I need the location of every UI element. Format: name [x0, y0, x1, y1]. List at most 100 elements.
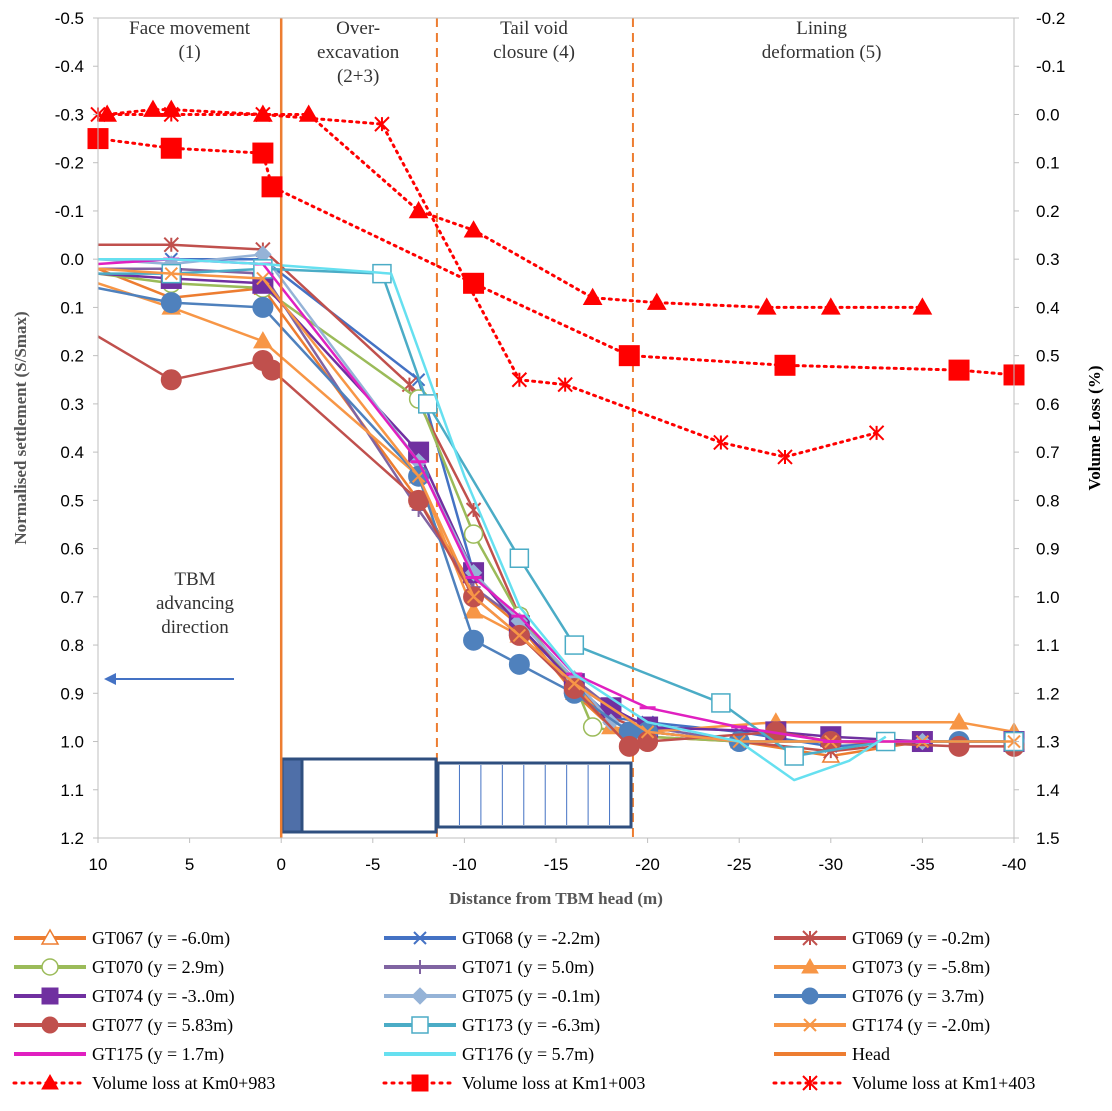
legend: GT067 (y = -6.0m) GT068 (y = -2.2m) GT069 …: [10, 922, 1105, 1107]
x-tick-label: -25: [727, 855, 752, 874]
series-marker: [261, 359, 283, 381]
series-marker: [466, 590, 481, 604]
stage-label-line: Face movement: [129, 18, 251, 39]
series-marker: [163, 106, 179, 123]
series-marker: [163, 236, 179, 253]
series-marker: [41, 1016, 59, 1034]
series-marker: [256, 271, 270, 286]
legend-item: GT076 (y = 3.7m): [770, 982, 984, 1010]
legend-swatch: [382, 1074, 458, 1092]
legend-label: GT173 (y = -6.3m): [462, 1014, 601, 1035]
legend-label: GT175 (y = 1.7m): [92, 1043, 225, 1064]
y2-tick-label: 0.4: [1036, 298, 1060, 317]
y-tick-label: 0.9: [60, 684, 84, 703]
series-marker: [164, 266, 178, 281]
legend-label: GT067 (y = -6.0m): [92, 927, 231, 948]
y-tick-label: 0.6: [60, 540, 84, 559]
series-marker: [802, 1075, 818, 1091]
series-marker: [252, 296, 274, 318]
stage-label-line: (1): [179, 42, 201, 63]
series-marker: [801, 987, 819, 1005]
legend-swatch: [384, 960, 456, 974]
series-marker: [564, 635, 585, 655]
series-marker: [41, 958, 59, 976]
series-marker: [784, 746, 804, 766]
legend-label: GT068 (y = -2.2m): [462, 927, 601, 948]
y2-tick-label: 0.8: [1036, 491, 1060, 510]
legend-swatch: [12, 1073, 88, 1090]
y2-tick-label: 1.3: [1036, 733, 1060, 752]
y-tick-label: -0.2: [55, 154, 84, 173]
series-marker: [582, 287, 603, 306]
labels: Distance from TBM head (m) Normalised set…: [11, 18, 1104, 908]
series-gt067: [97, 267, 1024, 763]
legend-item: GT175 (y = 1.7m): [10, 1040, 224, 1068]
legend-label: Volume loss at Km1+403: [852, 1072, 1036, 1093]
stage-label-line: Over-: [336, 18, 380, 39]
legend-item: GT071 (y = 5.0m): [380, 953, 594, 981]
legend-item: GT073 (y = -5.8m): [770, 953, 990, 981]
legend-swatch: [384, 1052, 456, 1056]
series-marker: [413, 960, 427, 974]
series-marker: [948, 735, 970, 757]
series-marker: [756, 297, 777, 315]
series-marker: [261, 176, 283, 198]
legend-label: GT076 (y = 3.7m): [852, 985, 985, 1006]
series-line: [98, 243, 1014, 753]
tbm-backup: [436, 761, 633, 829]
series-marker: [463, 629, 485, 651]
series-marker: [949, 712, 969, 730]
x-tick-label: 10: [89, 855, 108, 874]
legend-swatch: [774, 987, 846, 1005]
y-tick-label: -0.1: [55, 202, 84, 221]
y2-tick-label: 0.0: [1036, 105, 1060, 124]
y-tick-label: 1.2: [60, 829, 84, 848]
tbm-direction-label: TBM advancing direction: [156, 569, 235, 638]
legend-item: GT069 (y = -0.2m): [770, 924, 990, 952]
stage-label: Lining deformation (5): [762, 18, 882, 63]
series-gt068: [98, 252, 1021, 754]
legend-item: Head: [770, 1040, 890, 1068]
stage-label: Over-excavation (2+3): [317, 18, 400, 87]
y2-tick-label: 1.0: [1036, 588, 1060, 607]
stage-label-line: (2+3): [337, 66, 379, 87]
series-marker: [160, 369, 182, 391]
y-axis-title: Normalised settlement (S/Smax): [11, 311, 30, 544]
tbm-schematic: [280, 757, 633, 834]
x-tick-label: -5: [365, 855, 380, 874]
y-tick-label: 0.7: [60, 588, 84, 607]
y2-tick-label: 0.9: [1036, 540, 1060, 559]
series-marker: [637, 731, 659, 753]
y2-tick-label: 0.2: [1036, 202, 1060, 221]
y-tick-label: 0.1: [60, 298, 84, 317]
y2-tick-label: 0.7: [1036, 443, 1060, 462]
tbm-direction-line: direction: [161, 617, 229, 638]
legend-swatch: [774, 957, 846, 974]
legend-label: GT073 (y = -5.8m): [852, 956, 991, 977]
series-marker: [253, 331, 273, 349]
y-tick-label: 0.0: [60, 250, 84, 269]
series-marker: [912, 297, 933, 315]
x-tick-label: -15: [544, 855, 569, 874]
legend-item: GT067 (y = -6.0m): [10, 924, 230, 952]
y2-tick-label: 1.4: [1036, 781, 1060, 800]
series-marker: [509, 548, 530, 568]
legend-item: GT070 (y = 2.9m): [10, 953, 224, 981]
y2-tick-label: 0.6: [1036, 395, 1060, 414]
axes: 10 5 0 -5 -10 -15 -20 -25 -30 -35 -40 -0.5 -0.4 -0.3 -…: [55, 9, 1066, 874]
y-tick-label: -0.3: [55, 105, 84, 124]
legend-swatch: [384, 931, 456, 945]
legend-swatch: [774, 930, 846, 946]
series-marker: [160, 292, 182, 314]
series-marker: [512, 628, 527, 643]
legend-item: GT077 (y = 5.83m): [10, 1011, 233, 1039]
series-line: [98, 257, 887, 782]
series-marker: [646, 292, 667, 310]
legend-item: GT075 (y = -0.1m): [380, 982, 600, 1010]
y2-tick-label: 1.2: [1036, 684, 1060, 703]
series-line: [96, 137, 1016, 377]
series-marker: [408, 200, 429, 219]
x-tick-label: -35: [910, 855, 935, 874]
stage-label: Face movement (1): [129, 18, 251, 63]
series-gt074: [97, 267, 1025, 753]
